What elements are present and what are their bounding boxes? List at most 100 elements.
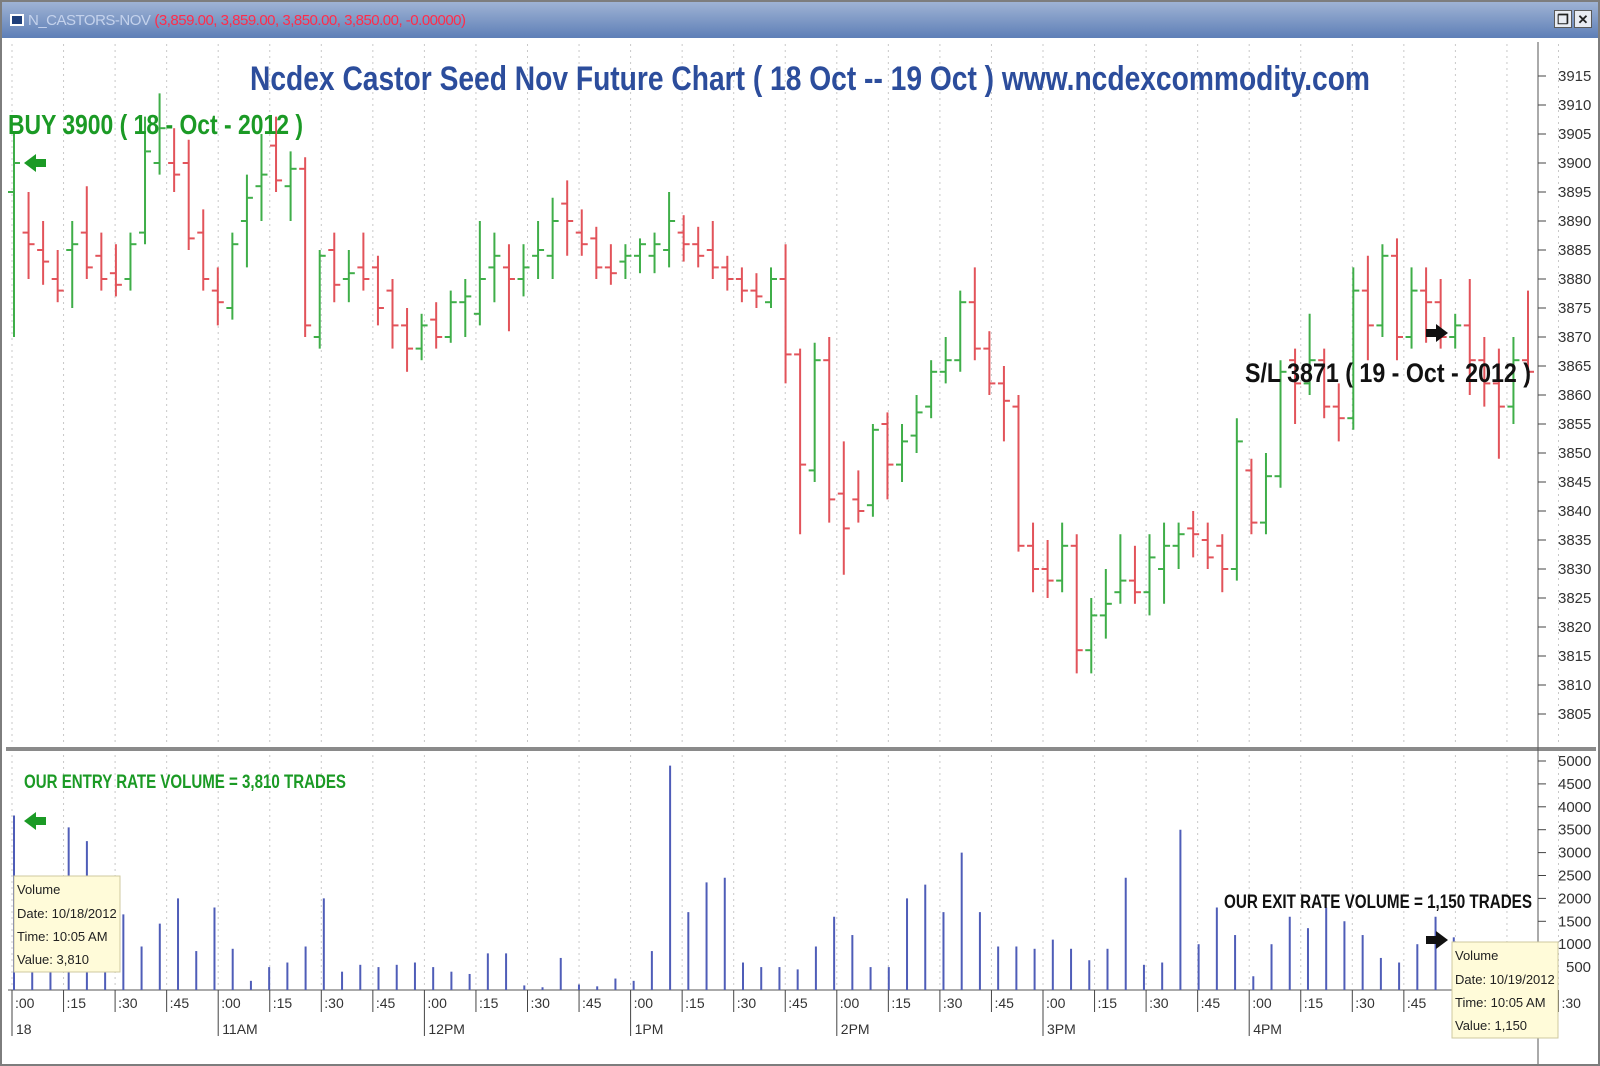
ohlc-bar[interactable] xyxy=(1041,540,1054,598)
ohlc-bar[interactable] xyxy=(444,290,457,343)
ohlc-bar[interactable] xyxy=(1099,569,1112,639)
ohlc-bar[interactable] xyxy=(1143,534,1156,616)
ohlc-bar[interactable] xyxy=(517,244,530,297)
ohlc-bar[interactable] xyxy=(1289,348,1302,424)
restore-icon[interactable]: ❐ xyxy=(1554,10,1572,28)
ohlc-bar[interactable] xyxy=(983,331,996,395)
ohlc-bar[interactable] xyxy=(401,308,414,372)
ohlc-bar[interactable] xyxy=(968,267,981,361)
window-icon[interactable] xyxy=(10,14,24,26)
ohlc-bar[interactable] xyxy=(1216,534,1229,593)
ohlc-bar[interactable] xyxy=(1449,313,1462,349)
ohlc-bar[interactable] xyxy=(954,290,967,372)
ohlc-bar[interactable] xyxy=(313,250,326,349)
ohlc-bar[interactable] xyxy=(284,151,297,221)
ohlc-bar[interactable] xyxy=(1507,337,1520,424)
ohlc-bar[interactable] xyxy=(430,302,443,349)
ohlc-bar[interactable] xyxy=(255,134,268,221)
ohlc-bar[interactable] xyxy=(808,342,821,482)
ohlc-bar[interactable] xyxy=(211,267,224,326)
ohlc-bar[interactable] xyxy=(1478,337,1491,407)
ohlc-bar[interactable] xyxy=(997,366,1010,442)
ohlc-bar[interactable] xyxy=(51,250,64,303)
ohlc-bar[interactable] xyxy=(706,221,719,279)
ohlc-bar[interactable] xyxy=(1056,522,1069,593)
ohlc-bar[interactable] xyxy=(415,313,428,361)
ohlc-bar[interactable] xyxy=(1347,267,1360,430)
ohlc-bar[interactable] xyxy=(109,244,122,297)
window-titlebar[interactable]: N_CASTORS-NOV (3,859.00, 3,859.00, 3,850… xyxy=(2,2,1598,38)
ohlc-bar[interactable] xyxy=(386,279,399,349)
ohlc-bar[interactable] xyxy=(546,197,559,279)
ohlc-bar[interactable] xyxy=(226,232,239,320)
ohlc-bar[interactable] xyxy=(663,192,676,268)
ohlc-bar[interactable] xyxy=(1318,348,1331,419)
ohlc-bar[interactable] xyxy=(633,238,646,274)
ohlc-bar[interactable] xyxy=(1012,395,1025,552)
ohlc-bar[interactable] xyxy=(168,128,181,192)
ohlc-bar[interactable] xyxy=(95,232,108,291)
ohlc-bar[interactable] xyxy=(371,255,384,326)
ohlc-bar[interactable] xyxy=(590,226,603,279)
ohlc-bar[interactable] xyxy=(8,134,20,337)
ohlc-bar[interactable] xyxy=(1187,511,1200,558)
ohlc-bar[interactable] xyxy=(765,267,777,308)
ohlc-bar[interactable] xyxy=(1463,279,1476,395)
ohlc-bar[interactable] xyxy=(139,116,152,245)
ohlc-bar[interactable] xyxy=(1390,238,1403,361)
ohlc-bar[interactable] xyxy=(22,192,35,279)
ohlc-bar[interactable] xyxy=(182,139,195,250)
ohlc-bar[interactable] xyxy=(124,232,137,291)
ohlc-bar[interactable] xyxy=(357,232,370,291)
ohlc-bar[interactable] xyxy=(1259,453,1272,535)
ohlc-bar[interactable] xyxy=(866,424,879,517)
ohlc-bar[interactable] xyxy=(1230,418,1243,581)
ohlc-bar[interactable] xyxy=(779,244,792,384)
ohlc-bar[interactable] xyxy=(37,221,50,285)
ohlc-bar[interactable] xyxy=(1158,522,1171,604)
ohlc-bar[interactable] xyxy=(502,244,515,332)
ohlc-bar[interactable] xyxy=(692,226,705,268)
ohlc-bar[interactable] xyxy=(881,412,894,500)
ohlc-bar[interactable] xyxy=(342,250,355,303)
ohlc-bar[interactable] xyxy=(852,470,865,523)
ohlc-bar[interactable] xyxy=(575,209,588,256)
ohlc-bar[interactable] xyxy=(1245,458,1258,535)
ohlc-bar[interactable] xyxy=(66,221,79,308)
ohlc-bar[interactable] xyxy=(925,360,938,419)
ohlc-bar[interactable] xyxy=(153,93,166,175)
ohlc-bar[interactable] xyxy=(1303,313,1316,395)
ohlc-bar[interactable] xyxy=(488,232,501,303)
ohlc-bar[interactable] xyxy=(604,244,617,285)
ohlc-bar[interactable] xyxy=(1361,255,1374,361)
ohlc-bar[interactable] xyxy=(1274,360,1287,488)
ohlc-bar[interactable] xyxy=(735,267,748,303)
ohlc-bar[interactable] xyxy=(561,180,574,256)
ohlc-bar[interactable] xyxy=(677,215,690,262)
ohlc-bar[interactable] xyxy=(837,441,850,575)
ohlc-bar[interactable] xyxy=(721,255,734,291)
ohlc-bar[interactable] xyxy=(1201,522,1214,569)
ohlc-bar[interactable] xyxy=(80,186,93,279)
ohlc-bar[interactable] xyxy=(648,232,661,274)
ohlc-bar[interactable] xyxy=(197,209,210,291)
ohlc-bar[interactable] xyxy=(459,279,472,337)
ohlc-bar[interactable] xyxy=(1332,383,1345,442)
ohlc-bar[interactable] xyxy=(1027,522,1040,593)
ohlc-bar[interactable] xyxy=(1376,244,1389,337)
ohlc-bar[interactable] xyxy=(794,348,807,535)
ohlc-bar[interactable] xyxy=(1172,522,1185,569)
ohlc-bar[interactable] xyxy=(823,337,836,523)
ohlc-bar[interactable] xyxy=(750,273,763,308)
ohlc-bar[interactable] xyxy=(1492,348,1505,459)
ohlc-bar[interactable] xyxy=(1114,534,1127,604)
ohlc-bar[interactable] xyxy=(240,174,253,268)
ohlc-bar[interactable] xyxy=(910,395,923,453)
close-icon[interactable]: ✕ xyxy=(1574,10,1592,28)
ohlc-bar[interactable] xyxy=(270,116,283,192)
ohlc-bar[interactable] xyxy=(1522,290,1534,384)
ohlc-bar[interactable] xyxy=(896,424,909,482)
ohlc-bar[interactable] xyxy=(939,337,952,384)
ohlc-bar[interactable] xyxy=(1405,267,1418,349)
ohlc-bar[interactable] xyxy=(473,221,486,326)
